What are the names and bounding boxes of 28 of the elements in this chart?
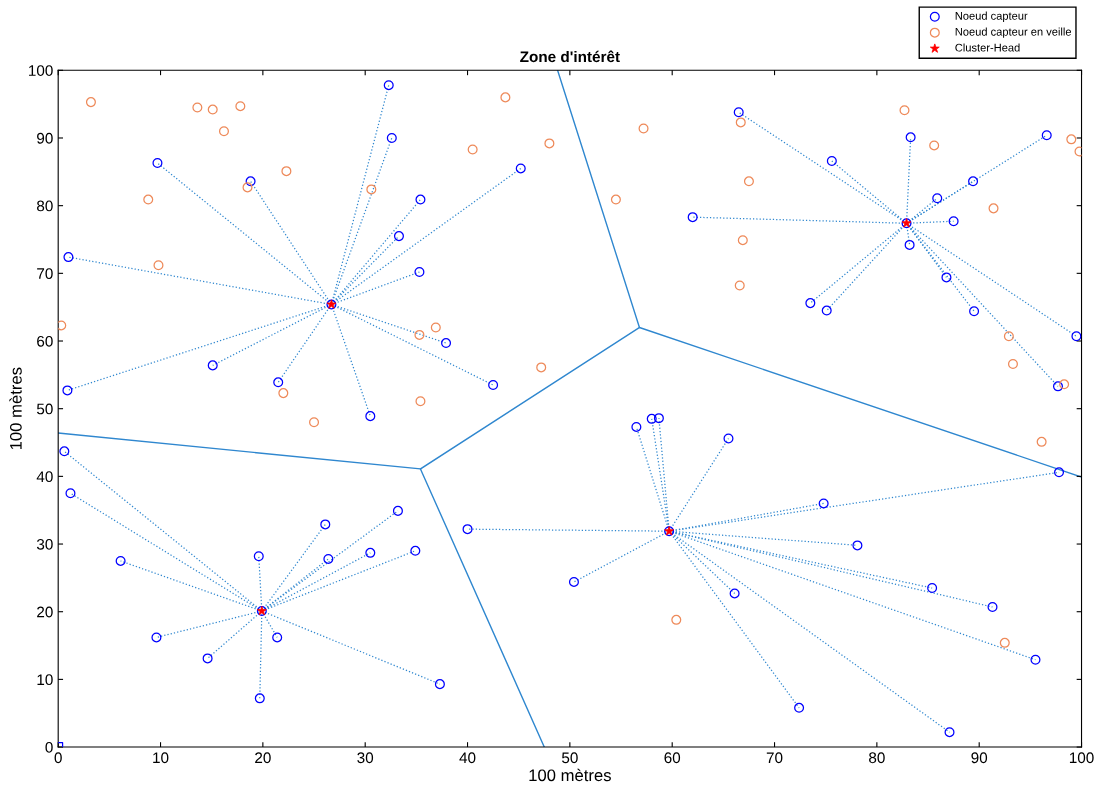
- y-tick-label: 80: [37, 200, 53, 212]
- y-tick-label: 90: [37, 132, 53, 144]
- x-tick-label: 40: [459, 752, 476, 764]
- x-tick-label: 90: [971, 752, 988, 764]
- legend-label: Cluster-Head: [955, 43, 1020, 52]
- y-tick-label: 50: [36, 403, 53, 415]
- x-tick-label: 10: [153, 752, 169, 764]
- y-tick-label: 0: [45, 741, 53, 753]
- y-axis-title: 100 mètres: [9, 367, 22, 450]
- x-axis-title: 100 mètres: [529, 768, 611, 782]
- legend-label: Noeud capteur: [955, 11, 1028, 22]
- y-tick-label: 60: [37, 335, 53, 347]
- y-tick-label: 30: [36, 538, 53, 550]
- legend-label: Noeud capteur en veille: [955, 27, 1072, 38]
- x-tick-label: 80: [869, 752, 885, 764]
- y-tick-label: 70: [37, 268, 53, 280]
- y-tick-label: 40: [36, 471, 53, 483]
- x-tick-label: 100: [1069, 752, 1094, 764]
- y-tick-label: 20: [37, 606, 53, 618]
- y-tick-label: 10: [37, 674, 53, 686]
- x-tick-label: 60: [664, 752, 681, 764]
- x-tick-label: 20: [255, 752, 271, 764]
- x-tick-label: 50: [561, 752, 578, 764]
- x-tick-label: 70: [766, 752, 783, 764]
- y-tick-label: 100: [29, 65, 53, 76]
- chart-title: Zone d'intérêt: [520, 50, 620, 63]
- x-tick-label: 30: [357, 752, 374, 764]
- x-tick-label: 0: [54, 752, 62, 764]
